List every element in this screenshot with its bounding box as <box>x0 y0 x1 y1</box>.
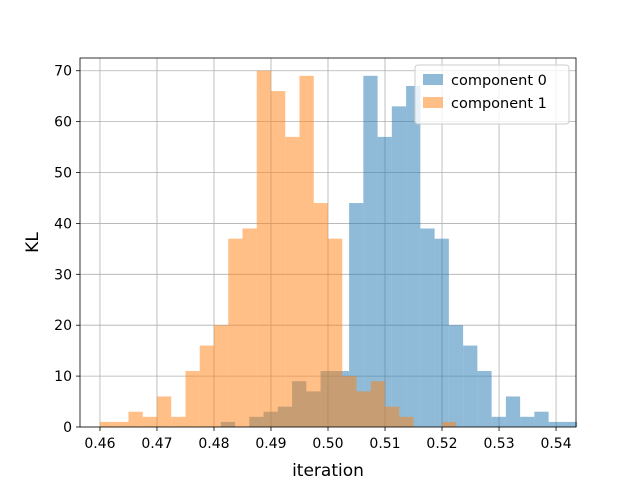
x-tick-label: 0.47 <box>141 436 172 452</box>
histogram-bar-series-0 <box>505 396 521 427</box>
histogram-bar-series-0 <box>548 421 563 427</box>
histogram-bar-series-0 <box>534 411 549 427</box>
x-axis-ticks: 0.46 0.47 0.48 0.49 0.50 0.51 0.52 0.53 0.54 <box>84 427 572 452</box>
histogram-bar-series-1 <box>128 411 143 427</box>
histogram-bar-series-0 <box>406 85 421 427</box>
histogram-bar-series-0 <box>491 416 506 427</box>
histogram-bar-series-1 <box>114 421 129 427</box>
histogram-bar-series-0 <box>520 416 535 427</box>
histogram-bar-series-0 <box>391 106 407 428</box>
histogram-bar-series-0 <box>363 75 378 428</box>
histogram-bar-series-0 <box>477 371 492 427</box>
histogram-bar-series-1 <box>285 136 300 427</box>
histogram-bar-series-1 <box>228 238 243 427</box>
x-tick-label: 0.49 <box>255 436 286 452</box>
x-tick-label: 0.46 <box>84 436 115 452</box>
y-axis-label: KL <box>23 232 43 253</box>
x-tick-label: 0.53 <box>483 436 514 452</box>
histogram-bar-series-1 <box>442 421 457 427</box>
legend-label: component 1 <box>451 96 547 112</box>
histogram-bar-series-1 <box>171 416 186 427</box>
histogram-bar-series-1 <box>242 228 257 427</box>
histogram-bar-series-1 <box>328 238 343 427</box>
histogram-bar-series-1 <box>399 416 414 427</box>
y-tick-label: 20 <box>54 318 72 334</box>
histogram-bar-series-1 <box>385 406 400 427</box>
histogram-bar-series-0 <box>434 238 449 427</box>
histogram-bar-series-1 <box>342 376 357 427</box>
histogram-bar-series-1 <box>256 70 271 428</box>
histogram-bar-series-1 <box>185 371 200 427</box>
histogram-bars <box>99 70 578 428</box>
y-tick-label: 40 <box>54 216 72 232</box>
histogram-bar-series-1 <box>99 421 115 427</box>
legend: component 0 component 1 <box>414 64 570 125</box>
x-tick-label: 0.52 <box>426 436 457 452</box>
y-tick-label: 60 <box>54 115 72 131</box>
y-axis-ticks: 0 10 20 30 40 50 60 70 <box>54 64 80 436</box>
histogram-bar-series-1 <box>156 396 172 427</box>
histogram-bar-series-1 <box>299 75 314 428</box>
legend-swatch <box>423 74 443 85</box>
histogram-bar-series-1 <box>142 416 157 427</box>
histogram-bar-series-1 <box>313 203 328 427</box>
legend-box <box>414 64 570 125</box>
x-tick-label: 0.54 <box>540 436 571 452</box>
histogram-bar-series-0 <box>448 325 464 427</box>
x-axis-label: iteration <box>292 461 364 480</box>
y-tick-label: 50 <box>54 166 72 182</box>
x-tick-label: 0.51 <box>369 436 400 452</box>
histogram-bar-series-0 <box>463 345 478 427</box>
histogram-bar-series-0 <box>377 136 392 427</box>
y-tick-label: 70 <box>54 64 72 80</box>
legend-label: component 0 <box>451 73 547 89</box>
x-tick-label: 0.48 <box>198 436 229 452</box>
histogram-bar-series-0 <box>562 421 578 427</box>
x-tick-label: 0.50 <box>312 436 343 452</box>
histogram-bar-series-1 <box>213 325 229 427</box>
histogram-bar-series-1 <box>356 391 371 427</box>
histogram-bar-series-0 <box>349 203 364 427</box>
y-tick-label: 10 <box>54 369 72 385</box>
histogram-bar-series-1 <box>270 91 286 427</box>
y-tick-label: 30 <box>54 267 72 283</box>
histogram-bar-series-1 <box>370 381 386 427</box>
y-tick-label: 0 <box>63 420 72 436</box>
legend-swatch <box>423 97 443 108</box>
histogram-bar-series-0 <box>420 228 435 427</box>
histogram-bar-series-1 <box>199 345 214 427</box>
